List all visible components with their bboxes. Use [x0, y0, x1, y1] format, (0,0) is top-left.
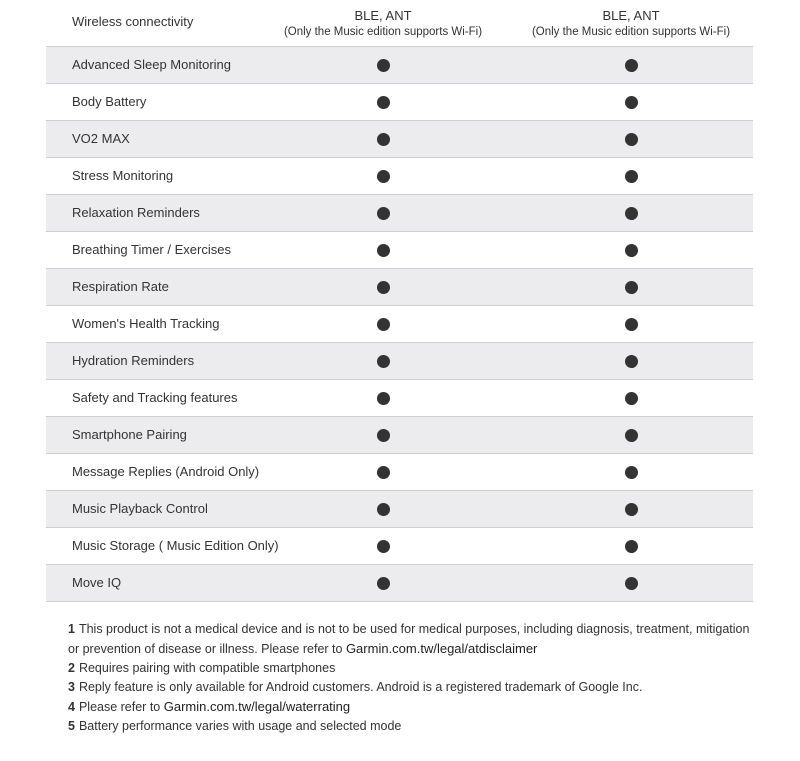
- check-dot: [377, 244, 390, 257]
- check-dot: [625, 466, 638, 479]
- row-label: Relaxation Reminders: [72, 205, 200, 220]
- check-dot: [377, 392, 390, 405]
- check-dot: [377, 133, 390, 146]
- check-dot: [377, 170, 390, 183]
- check-dot: [625, 503, 638, 516]
- footnote-text: This product is not a medical device and…: [68, 622, 750, 656]
- check-dot: [377, 540, 390, 553]
- check-dot: [377, 207, 390, 220]
- table-row: Move IQ: [46, 565, 753, 602]
- check-dot: [377, 281, 390, 294]
- check-dot: [625, 207, 638, 220]
- check-dot: [377, 466, 390, 479]
- check-dot: [377, 318, 390, 331]
- footnote: 4 Please refer to Garmin.com.tw/legal/wat…: [68, 697, 758, 717]
- table-row: Smartphone Pairing: [46, 417, 753, 454]
- check-dot: [625, 96, 638, 109]
- row-label: Music Storage ( Music Edition Only): [72, 538, 279, 553]
- check-dot: [625, 355, 638, 368]
- cell-note: (Only the Music edition supports Wi-Fi): [531, 26, 731, 38]
- footnote-number: 1: [68, 622, 75, 636]
- table-row: VO2 MAX: [46, 121, 753, 158]
- cell-note: (Only the Music edition supports Wi-Fi): [283, 26, 483, 38]
- row-label: Music Playback Control: [72, 501, 208, 516]
- footnote-text: Requires pairing with compatible smartph…: [78, 661, 336, 675]
- check-dot: [625, 281, 638, 294]
- cell-main: BLE, ANT: [354, 8, 412, 23]
- check-dot: [625, 59, 638, 72]
- footnote-text: Please refer to: [78, 700, 161, 714]
- row-label: Message Replies (Android Only): [72, 464, 260, 479]
- table-row: Respiration Rate: [46, 269, 753, 306]
- check-dot: [377, 355, 390, 368]
- check-dot: [377, 429, 390, 442]
- check-dot: [377, 59, 390, 72]
- check-dot: [377, 96, 390, 109]
- footnote: 1 This product is not a medical device an…: [68, 620, 758, 659]
- row-label: Stress Monitoring: [72, 168, 174, 183]
- table-row: Hydration Reminders: [46, 343, 753, 380]
- table-row: Safety and Tracking features: [46, 380, 753, 417]
- footnote: 3 Reply feature is only available for And…: [68, 678, 758, 697]
- row-label: Respiration Rate: [72, 279, 169, 294]
- header-cell: BLE, ANT (Only the Music edition support…: [511, 8, 751, 38]
- footnote-text: Reply feature is only available for Andr…: [78, 680, 643, 694]
- footnote-link: Garmin.com.tw/legal/atdisclaimer: [345, 641, 538, 656]
- check-dot: [625, 133, 638, 146]
- spec-table: Wireless connectivity BLE, ANT (Only the…: [46, 0, 753, 602]
- row-label: Move IQ: [72, 575, 122, 590]
- footnote: 5 Battery performance varies with usage a…: [68, 717, 758, 736]
- row-label: VO2 MAX: [72, 131, 130, 146]
- check-dot: [377, 577, 390, 590]
- table-row: Relaxation Reminders: [46, 195, 753, 232]
- check-dot: [625, 429, 638, 442]
- footnote-number: 2: [68, 661, 75, 675]
- check-dot: [625, 170, 638, 183]
- footnote: 2 Requires pairing with compatible smartp…: [68, 659, 758, 678]
- check-dot: [625, 392, 638, 405]
- table-row: Breathing Timer / Exercises: [46, 232, 753, 269]
- check-dot: [625, 577, 638, 590]
- row-label: Wireless connectivity: [72, 14, 194, 29]
- header-row: Wireless connectivity BLE, ANT (Only the…: [46, 0, 753, 47]
- row-label: Smartphone Pairing: [72, 427, 187, 442]
- check-dot: [625, 244, 638, 257]
- row-label: Safety and Tracking features: [72, 390, 238, 405]
- table-row: Music Playback Control: [46, 491, 753, 528]
- footnote-text: Battery performance varies with usage an…: [78, 719, 402, 733]
- table-row: Body Battery: [46, 84, 753, 121]
- table-row: Music Storage ( Music Edition Only): [46, 528, 753, 565]
- check-dot: [377, 503, 390, 516]
- table-row: Stress Monitoring: [46, 158, 753, 195]
- header-cell: BLE, ANT (Only the Music edition support…: [263, 8, 503, 38]
- row-label: Breathing Timer / Exercises: [72, 242, 231, 257]
- row-label: Advanced Sleep Monitoring: [72, 57, 231, 72]
- table-row: Advanced Sleep Monitoring: [46, 47, 753, 84]
- row-label: Body Battery: [72, 94, 147, 109]
- footnotes: 1 This product is not a medical device an…: [68, 620, 758, 736]
- table-row: Women's Health Tracking: [46, 306, 753, 343]
- footnote-number: 4: [68, 700, 75, 714]
- table-row: Message Replies (Android Only): [46, 454, 753, 491]
- footnote-link: Garmin.com.tw/legal/waterrating: [163, 699, 351, 714]
- check-dot: [625, 540, 638, 553]
- check-dot: [625, 318, 638, 331]
- row-label: Hydration Reminders: [72, 353, 195, 368]
- footnote-number: 5: [68, 719, 75, 733]
- footnote-number: 3: [68, 680, 75, 694]
- row-label: Women's Health Tracking: [72, 316, 220, 331]
- cell-main: BLE, ANT: [602, 8, 660, 23]
